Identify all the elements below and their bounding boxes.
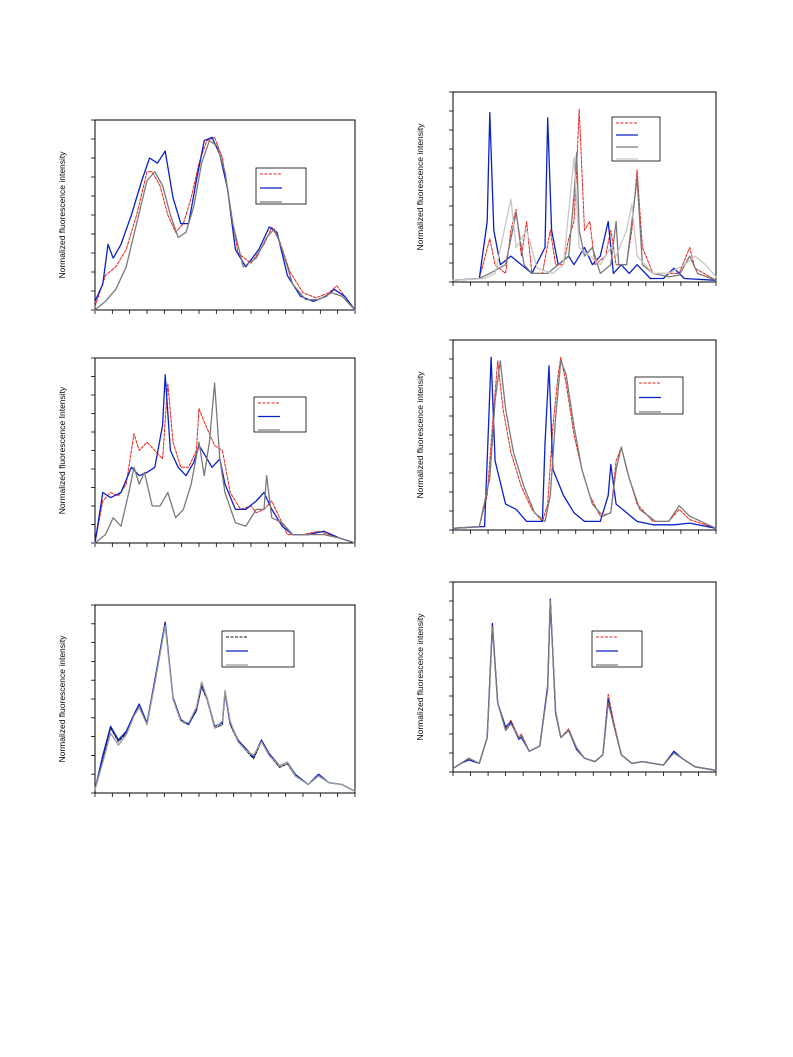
- legend-box: [255, 167, 307, 205]
- series-line-4: [452, 156, 717, 281]
- y-axis-label: Normalized fluorescence intensity: [57, 635, 67, 763]
- legend: [634, 376, 684, 415]
- chart-panel-4: Normalized fluorescence intensity: [415, 339, 717, 534]
- series-line-3: [452, 600, 717, 771]
- chart-panel-6: Normalized fluorescence intensity: [415, 581, 717, 776]
- y-axis-label: Normalized fluorescence intensity: [415, 371, 425, 499]
- legend: [611, 116, 661, 162]
- legend-box: [253, 396, 307, 433]
- y-axis-label: Normalized fluorescence intensity: [415, 613, 425, 741]
- plot-frame: [94, 119, 356, 311]
- y-axis-label: Normalized fluorescence Intensity: [57, 386, 67, 514]
- series-line-3: [94, 382, 356, 544]
- series-line-3: [452, 151, 717, 281]
- legend: [255, 167, 307, 205]
- plot-frame: [452, 581, 717, 773]
- legend: [253, 396, 307, 433]
- series-line-1: [94, 136, 356, 311]
- legend-box: [221, 630, 295, 668]
- series-line-3: [94, 140, 356, 311]
- series-line-2: [452, 598, 717, 771]
- chart-panel-1: Normalized fluorescence intensity: [57, 119, 356, 314]
- series-line-2: [452, 112, 717, 281]
- legend: [591, 630, 643, 668]
- series-line-3: [94, 624, 356, 792]
- series-line-2: [452, 356, 717, 529]
- legend-box: [611, 116, 661, 162]
- legend-box: [591, 630, 643, 668]
- plot-frame: [94, 357, 356, 544]
- legend: [221, 630, 295, 668]
- y-axis-label: Normalized fluorescence intensity: [57, 151, 67, 279]
- figure-panels: Normalized fluorescence intensity Normali…: [57, 91, 717, 797]
- series-line-1: [94, 382, 356, 544]
- series-line-3: [452, 360, 717, 529]
- series-line-2: [94, 136, 356, 311]
- y-axis-label: Normalized fluorescence intensity: [415, 123, 425, 251]
- series-line-2: [94, 374, 356, 544]
- chart-panel-2: Normalized fluorescence intensity: [415, 91, 717, 286]
- series-line-1: [452, 356, 717, 529]
- chart-panel-5: Normalized fluorescence intensity: [57, 604, 356, 797]
- chart-panel-3: Normalized fluorescence Intensity: [57, 357, 356, 547]
